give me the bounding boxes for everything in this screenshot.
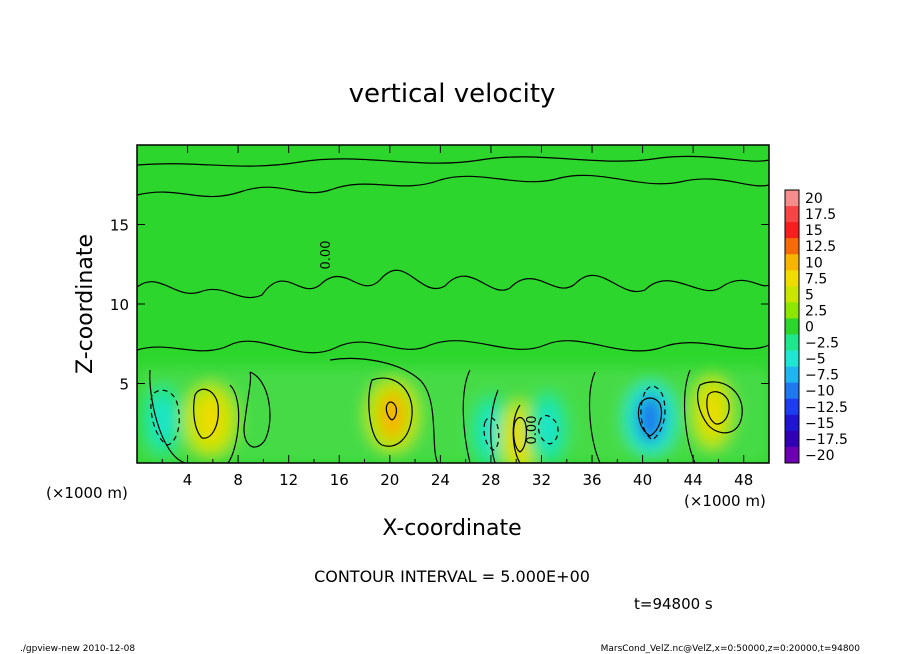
colorbar-label: 10 bbox=[805, 255, 823, 271]
colorbar-segment bbox=[785, 286, 799, 303]
colorbar: 2017.51512.5107.552.50−2.5−5−7.5−10−12.5… bbox=[784, 189, 848, 464]
x-tick-label: 44 bbox=[684, 471, 703, 489]
colorbar-label: 20 bbox=[805, 191, 823, 207]
contour-line bbox=[706, 391, 730, 425]
x-tick-label: 48 bbox=[734, 471, 753, 489]
contour-line bbox=[329, 357, 439, 463]
colorbar-segment bbox=[785, 430, 799, 448]
colorbar-label: 5 bbox=[805, 287, 814, 303]
colorbar-segment bbox=[785, 206, 799, 223]
x-tick-label: 24 bbox=[431, 471, 450, 489]
contour-line bbox=[637, 397, 663, 437]
colorbar-label: 12.5 bbox=[805, 239, 836, 255]
footer-right: MarsCond_VelZ.nc@VelZ,x=0:50000,z=0:2000… bbox=[601, 644, 861, 654]
y-tick-label: 10 bbox=[110, 296, 129, 314]
colorbar-segment bbox=[785, 446, 799, 464]
contour-label: 0.00 bbox=[525, 416, 540, 445]
x-unit-label: (×1000 m) bbox=[46, 484, 128, 502]
contour-label: 0.00 bbox=[319, 241, 334, 270]
contour-line bbox=[149, 369, 271, 463]
x-tick-label: 36 bbox=[582, 471, 601, 489]
colorbar-label: −12.5 bbox=[805, 400, 848, 416]
x-tick-label: 12 bbox=[279, 471, 298, 489]
colorbar-segment bbox=[785, 238, 799, 255]
downdraft-core bbox=[152, 396, 172, 444]
colorbar-label: −10 bbox=[805, 384, 835, 400]
colorbar-segment bbox=[785, 398, 799, 416]
colorbar-segment bbox=[785, 270, 799, 287]
contour-line bbox=[150, 389, 180, 446]
colorbar-segment bbox=[785, 414, 799, 432]
colorbar-label: 15 bbox=[805, 223, 823, 239]
x-tick-label: 8 bbox=[233, 471, 243, 489]
colorbar-frame bbox=[784, 189, 800, 464]
x-tick-label: 32 bbox=[532, 471, 551, 489]
y-axis-label: Z-coordinate bbox=[73, 234, 98, 374]
y-tick-label: 5 bbox=[119, 376, 129, 394]
contour-interval: CONTOUR INTERVAL = 5.000E+00 bbox=[314, 567, 590, 586]
colorbar-segment bbox=[785, 302, 799, 319]
x-tick-label: 40 bbox=[633, 471, 652, 489]
footer-left: ./gpview-new 2010-12-08 bbox=[20, 644, 135, 654]
colorbar-segment bbox=[785, 190, 799, 207]
x-axis-label: X-coordinate bbox=[382, 516, 521, 541]
colorbar-segment bbox=[785, 222, 799, 239]
colorbar-segment bbox=[785, 334, 799, 351]
contour-line bbox=[640, 385, 666, 441]
contour-line bbox=[137, 269, 769, 299]
contour-line bbox=[513, 416, 527, 453]
colorbar-label: −7.5 bbox=[805, 368, 839, 384]
downdraft-core bbox=[538, 404, 558, 452]
contour-line bbox=[137, 340, 769, 354]
colorbar-label: 7.5 bbox=[805, 271, 827, 287]
contour-line bbox=[137, 155, 769, 167]
contour-line bbox=[193, 388, 219, 439]
contour-line bbox=[368, 377, 413, 447]
contour-line bbox=[137, 174, 769, 198]
contour-line bbox=[537, 414, 559, 445]
x-tick-label: 4 bbox=[183, 471, 193, 489]
y-unit-label: (×1000 m) bbox=[684, 492, 766, 510]
colorbar-segment bbox=[785, 350, 799, 367]
colorbar-label: 17.5 bbox=[805, 207, 836, 223]
contour-line bbox=[483, 416, 500, 451]
colorbar-label: −15 bbox=[805, 416, 835, 432]
colorbar-label: −17.5 bbox=[805, 432, 848, 448]
colorbar-label: 0 bbox=[805, 320, 814, 336]
colorbar-label: −5 bbox=[805, 352, 826, 368]
updraft-core bbox=[379, 391, 406, 440]
x-tick-label: 28 bbox=[481, 471, 500, 489]
colorbar-label: −20 bbox=[805, 448, 835, 464]
chart-title: vertical velocity bbox=[349, 79, 556, 109]
contour-line bbox=[385, 401, 398, 421]
x-tick-label: 20 bbox=[380, 471, 399, 489]
contour-line bbox=[588, 369, 743, 463]
colorbar-segment bbox=[785, 366, 799, 384]
updraft-core bbox=[197, 396, 224, 444]
time-label: t=94800 s bbox=[634, 595, 713, 613]
plot-area: 0.00 0.00 bbox=[136, 144, 770, 464]
colorbar-segment bbox=[785, 318, 799, 335]
y-tick-label: 15 bbox=[110, 217, 129, 235]
x-tick-label: 16 bbox=[330, 471, 349, 489]
colorbar-segment bbox=[785, 382, 799, 400]
colorbar-label: −2.5 bbox=[805, 336, 839, 352]
colorbar-label: 2.5 bbox=[805, 303, 827, 319]
colorbar-segment bbox=[785, 254, 799, 271]
